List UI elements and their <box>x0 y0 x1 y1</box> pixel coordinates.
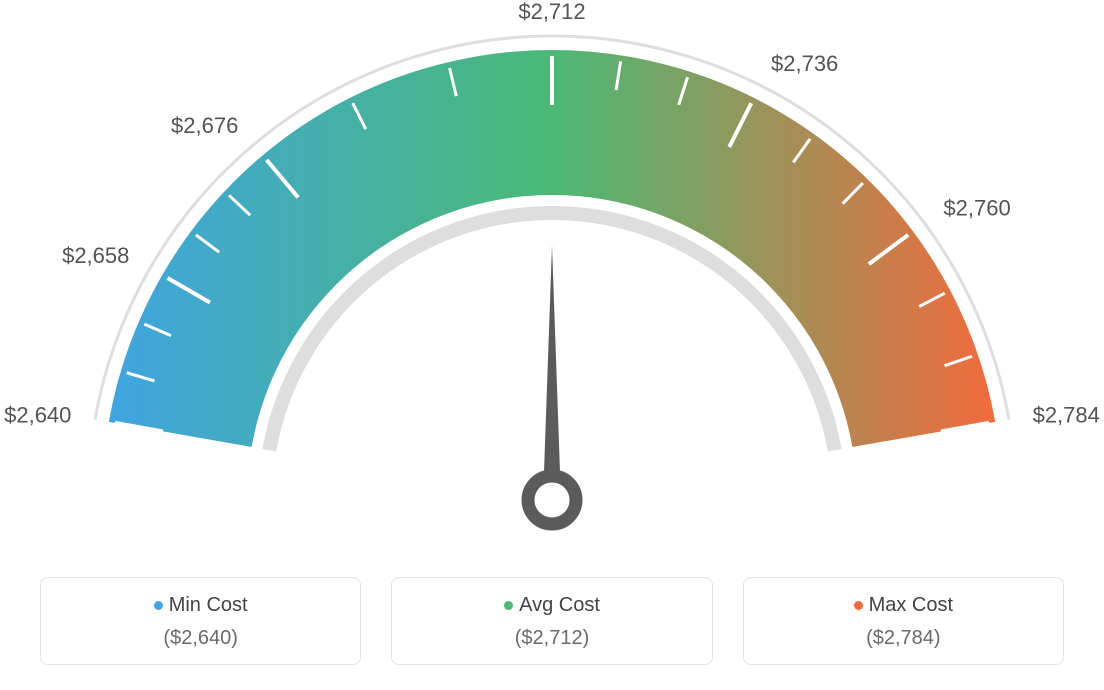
avg-cost-title: Avg Cost <box>392 594 711 617</box>
min-cost-card: Min Cost ($2,640) <box>40 577 361 665</box>
svg-text:$2,640: $2,640 <box>4 402 71 427</box>
svg-text:$2,784: $2,784 <box>1033 402 1100 427</box>
svg-text:$2,736: $2,736 <box>771 51 838 76</box>
gauge-svg: $2,640 $2,658 $2,676 $2,712 $2,736 $2,760 $2,7… <box>0 0 1104 560</box>
avg-cost-value: ($2,712) <box>392 627 711 650</box>
max-cost-label: Max Cost <box>869 594 953 616</box>
min-cost-title: Min Cost <box>41 594 360 617</box>
avg-dot-icon <box>504 601 513 610</box>
max-cost-title: Max Cost <box>744 594 1063 617</box>
max-cost-value: ($2,784) <box>744 627 1063 650</box>
min-dot-icon <box>154 601 163 610</box>
min-cost-label: Min Cost <box>169 594 248 616</box>
svg-text:$2,760: $2,760 <box>943 196 1010 221</box>
svg-text:$2,658: $2,658 <box>62 243 129 268</box>
max-cost-card: Max Cost ($2,784) <box>743 577 1064 665</box>
cost-gauge: $2,640 $2,658 $2,676 $2,712 $2,736 $2,760 $2,7… <box>0 0 1104 560</box>
avg-cost-label: Avg Cost <box>519 594 600 616</box>
max-dot-icon <box>854 601 863 610</box>
svg-text:$2,676: $2,676 <box>171 113 238 138</box>
min-cost-value: ($2,640) <box>41 627 360 650</box>
avg-cost-card: Avg Cost ($2,712) <box>391 577 712 665</box>
summary-cards: Min Cost ($2,640) Avg Cost ($2,712) Max … <box>40 577 1064 665</box>
svg-text:$2,712: $2,712 <box>518 0 585 24</box>
gauge-needle <box>528 245 576 524</box>
